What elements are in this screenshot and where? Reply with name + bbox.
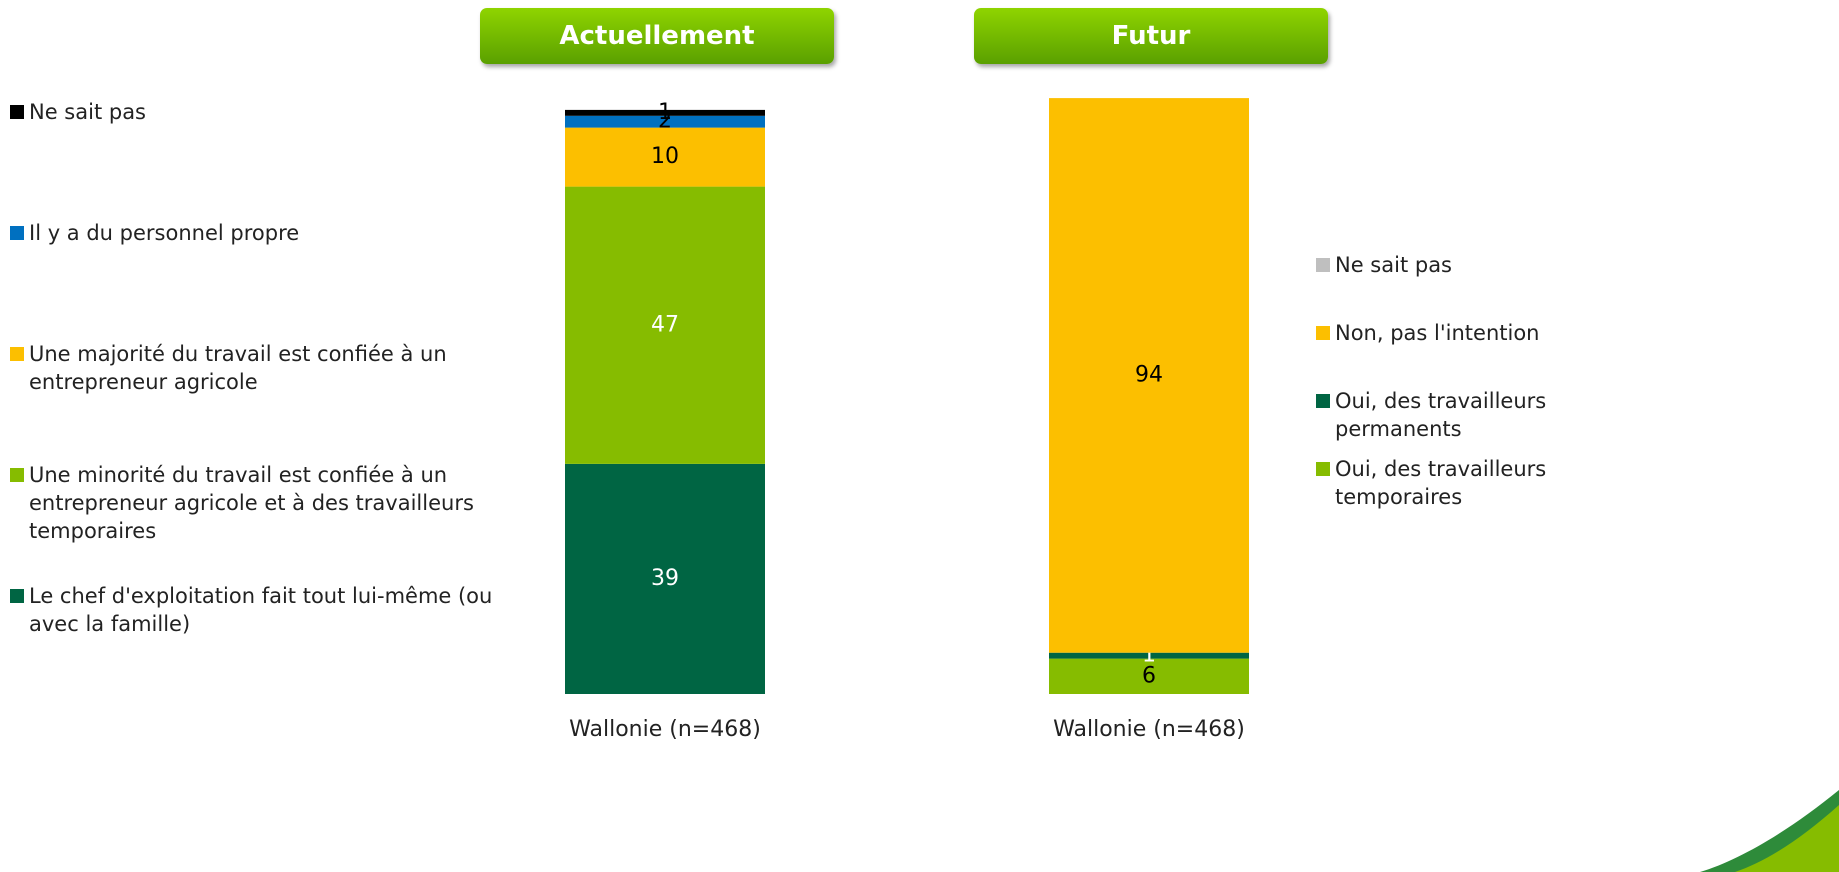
legend-label: Il y a du personnel propre (29, 221, 300, 245)
legend-label: Non, pas l'intention (1335, 321, 1540, 345)
bar-segment (1049, 658, 1249, 694)
legend-label: Une minorité du travail est confiée à un… (29, 463, 474, 543)
data-label: 6 (1142, 663, 1156, 688)
legend-swatch (10, 468, 24, 482)
legend-swatch (1316, 258, 1330, 272)
panel-title: Futur (974, 8, 1328, 64)
bar-segment (565, 463, 765, 694)
data-label: 39 (651, 566, 679, 591)
bar-segment (565, 109, 765, 116)
x-tick-label: Wallonie (n=468) (569, 717, 761, 742)
legend-swatch (10, 347, 24, 361)
legend-item: Non, pas l'intention (1316, 319, 1636, 347)
bar-segment (1049, 652, 1249, 659)
corner-decoration (1735, 805, 1839, 872)
legend-label: Ne sait pas (1335, 253, 1452, 277)
legend-label: Ne sait pas (29, 100, 146, 124)
legend-item: Le chef d'exploitation fait tout lui-mêm… (10, 582, 535, 638)
data-label: 94 (1135, 362, 1163, 387)
legend-label: Le chef d'exploitation fait tout lui-mêm… (29, 584, 493, 636)
legend-item: Une minorité du travail est confiée à un… (10, 461, 535, 545)
data-label: 1 (658, 100, 672, 125)
legend-item: Oui, des travailleurs temporaires (1316, 455, 1636, 511)
legend-label: Une majorité du travail est confiée à un… (29, 342, 447, 394)
legend-item: Oui, des travailleurs permanents (1316, 387, 1636, 443)
legend-swatch (1316, 326, 1330, 340)
data-label: 10 (651, 144, 679, 169)
legend-swatch (1316, 394, 1330, 408)
bar-segment (565, 127, 765, 187)
legend-label: Oui, des travailleurs temporaires (1335, 457, 1547, 509)
legend-swatch (1316, 462, 1330, 476)
data-label: 47 (651, 312, 679, 337)
panel-title: Actuellement (480, 8, 834, 64)
legend-item: Il y a du personnel propre (10, 219, 535, 247)
bar-segment (1049, 98, 1249, 653)
x-tick-label: Wallonie (n=468) (1053, 717, 1245, 742)
legend-swatch (10, 105, 24, 119)
bar-segment (565, 186, 765, 464)
legend-swatch (10, 226, 24, 240)
legend-label: Oui, des travailleurs permanents (1335, 389, 1547, 441)
legend-item: Ne sait pas (1316, 251, 1636, 279)
legend-swatch (10, 589, 24, 603)
legend-item: Ne sait pas (10, 98, 535, 126)
bar-segment (565, 115, 765, 128)
legend-item: Une majorité du travail est confiée à un… (10, 340, 535, 396)
